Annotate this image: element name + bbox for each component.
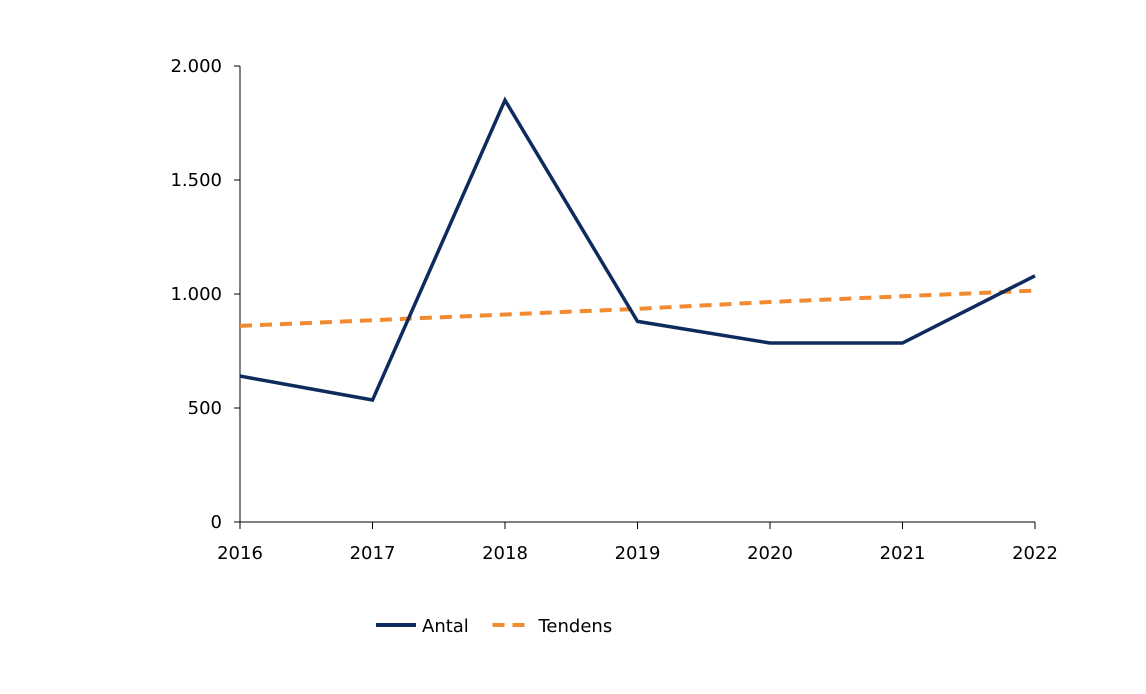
y-tick-label: 500	[188, 398, 222, 419]
y-tick-label: 2.000	[170, 56, 222, 77]
x-tick-label: 2016	[217, 543, 263, 564]
series-line-tendens	[239, 288, 1036, 328]
x-tick-label: 2020	[747, 543, 793, 564]
y-tick-label: 1.000	[170, 284, 222, 305]
x-ticks: 2016 2017 2018 2019 2020 2021 2022	[217, 522, 1058, 564]
x-tick-label: 2022	[1012, 543, 1058, 564]
x-tick-label: 2018	[482, 543, 528, 564]
legend: Antal Tendens	[376, 616, 612, 637]
legend-label-tendens: Tendens	[538, 616, 613, 637]
y-tick-label: 0	[211, 512, 222, 533]
axes	[239, 66, 1035, 523]
series-line-antal	[239, 96, 1036, 402]
y-tick-label: 1.500	[170, 170, 222, 191]
legend-label-antal: Antal	[422, 616, 469, 637]
x-tick-label: 2017	[350, 543, 396, 564]
series-layer	[239, 96, 1036, 402]
x-tick-label: 2019	[615, 543, 661, 564]
y-ticks: 0 500 1.000 1.500 2.000	[170, 56, 240, 533]
x-tick-label: 2021	[880, 543, 926, 564]
